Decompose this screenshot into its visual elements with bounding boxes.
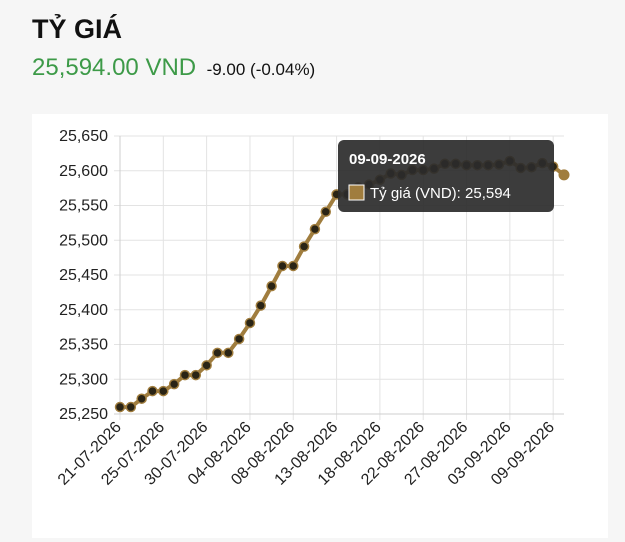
tooltip-title: 09-09-2026 xyxy=(349,151,426,168)
y-tick-label: 25,650 xyxy=(59,128,108,145)
data-point[interactable] xyxy=(125,401,137,413)
data-point[interactable] xyxy=(320,206,332,218)
data-point[interactable] xyxy=(147,385,158,397)
data-point[interactable] xyxy=(244,317,256,329)
data-point[interactable] xyxy=(201,360,212,371)
data-point[interactable] xyxy=(212,347,223,359)
y-tick-label: 25,250 xyxy=(59,406,108,423)
data-point[interactable] xyxy=(277,260,288,272)
data-point[interactable] xyxy=(298,241,310,252)
data-point[interactable] xyxy=(233,333,245,345)
y-tick-label: 25,450 xyxy=(59,267,108,284)
data-point[interactable] xyxy=(168,378,180,390)
tooltip-box xyxy=(338,140,554,212)
y-tick-label: 25,350 xyxy=(59,337,108,354)
data-point[interactable] xyxy=(114,401,126,413)
data-point[interactable] xyxy=(190,369,202,381)
y-tick-label: 25,400 xyxy=(59,302,108,319)
price-change: -9.00 (-0.04%) xyxy=(206,60,316,79)
y-tick-label: 25,300 xyxy=(59,371,108,388)
data-point[interactable] xyxy=(558,169,570,181)
data-point[interactable] xyxy=(288,260,299,272)
grid xyxy=(114,135,564,420)
data-point[interactable] xyxy=(255,300,267,311)
current-price: 25,594.00 VND xyxy=(32,54,197,81)
price-summary: 25,594.00 VND -9.00 (-0.04%) xyxy=(32,54,315,82)
y-tick-label: 25,500 xyxy=(59,232,108,249)
data-point[interactable] xyxy=(266,280,277,292)
data-point[interactable] xyxy=(136,393,147,404)
data-point[interactable] xyxy=(179,369,191,381)
y-tick-label: 25,600 xyxy=(59,163,108,180)
page-title: TỶ GIÁ xyxy=(32,14,123,44)
tooltip: 09-09-2026 Tỷ giá (VND): 25,594 xyxy=(338,140,554,212)
tooltip-swatch xyxy=(348,184,365,201)
tooltip-label: Tỷ giá (VND): 25,594 xyxy=(370,185,511,202)
data-point[interactable] xyxy=(158,385,169,397)
data-point[interactable] xyxy=(309,223,321,235)
data-point[interactable] xyxy=(223,347,234,359)
exchange-rate-chart[interactable]: 25,250 25,300 25,350 25,400 25,450 25,500 25,5… xyxy=(32,114,608,538)
chart-card: 25,250 25,300 25,350 25,400 25,450 25,500 25,5… xyxy=(32,114,608,538)
y-tick-label: 25,550 xyxy=(59,198,108,215)
